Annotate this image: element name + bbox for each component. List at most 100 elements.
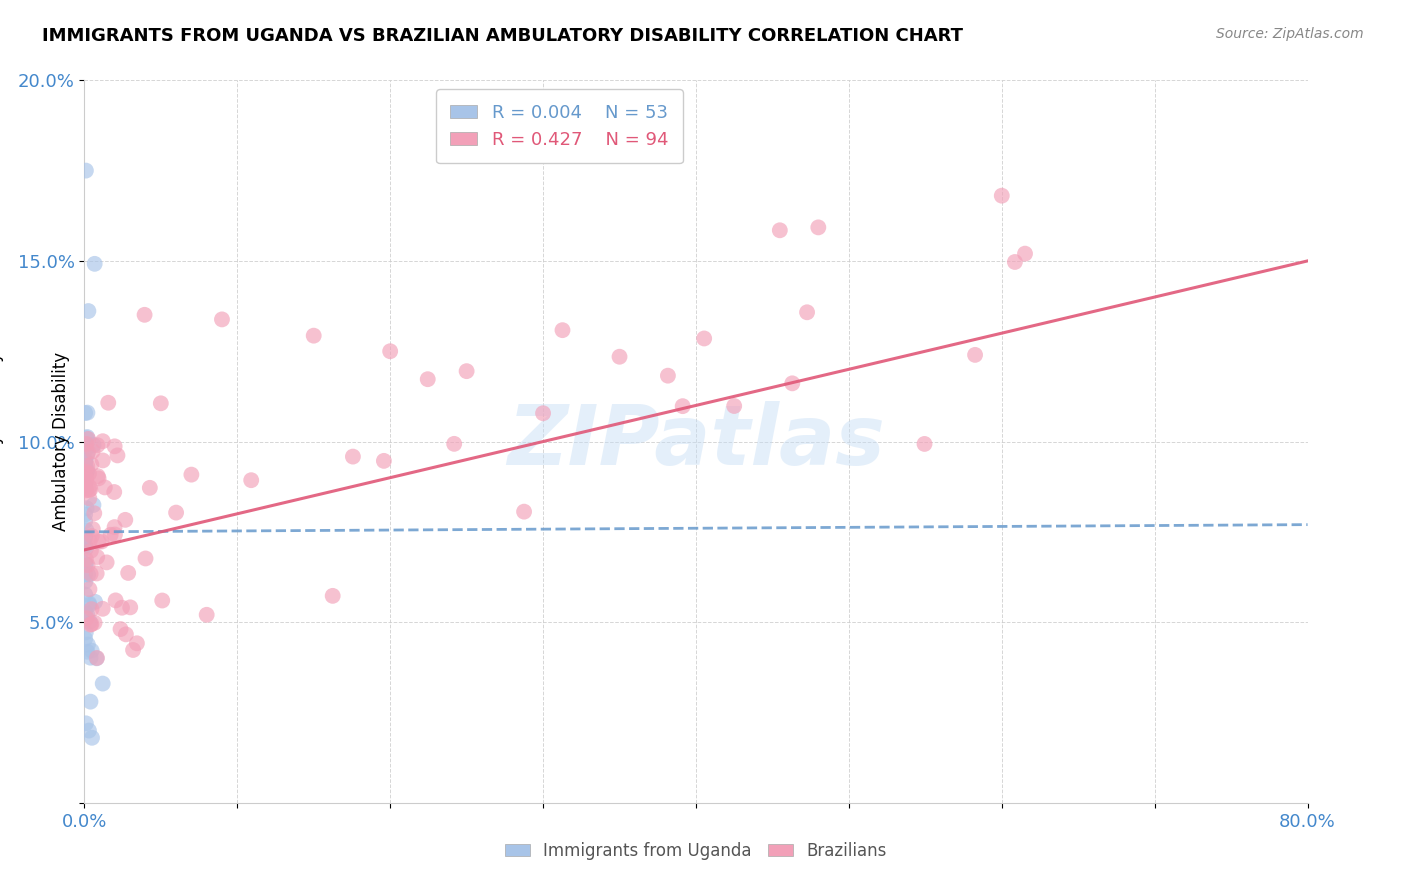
Y-axis label: Ambulatory Disability: Ambulatory Disability: [0, 352, 4, 531]
Point: [75, 483, 97, 498]
Point: [103, 485, 125, 500]
Point: [991, 188, 1014, 202]
Point: [134, 308, 156, 322]
Point: [79, 566, 101, 581]
Point: [75, 588, 97, 602]
Point: [75, 524, 97, 538]
Point: [75, 454, 97, 468]
Point: [96, 555, 118, 569]
Point: [87, 471, 110, 485]
Point: [693, 331, 716, 345]
Point: [79, 650, 101, 665]
Point: [77, 483, 100, 497]
Point: [80, 529, 103, 543]
Point: [91, 676, 114, 690]
Point: [75, 552, 97, 566]
Point: [125, 636, 148, 650]
Point: [86, 549, 108, 564]
Point: [149, 396, 172, 410]
Point: [75, 431, 97, 445]
Point: [76, 448, 98, 462]
Point: [79, 480, 101, 494]
Point: [531, 406, 554, 420]
Point: [94, 480, 117, 494]
Point: [77, 596, 100, 610]
Point: [115, 627, 138, 641]
Point: [75, 461, 97, 475]
Point: [75, 557, 97, 571]
Point: [195, 607, 218, 622]
Point: [76, 501, 98, 516]
Point: [76, 406, 98, 420]
Text: ZIPatlas: ZIPatlas: [508, 401, 884, 482]
Point: [75, 481, 97, 495]
Point: [75, 539, 97, 553]
Point: [83, 615, 105, 630]
Point: [75, 458, 97, 473]
Point: [76, 430, 98, 444]
Point: [672, 399, 695, 413]
Point: [91, 434, 114, 449]
Point: [240, 473, 263, 487]
Point: [211, 312, 233, 326]
Point: [76, 463, 98, 477]
Point: [79, 582, 101, 597]
Point: [75, 437, 97, 451]
Point: [91, 453, 114, 467]
Point: [75, 454, 97, 468]
Point: [77, 567, 100, 582]
Point: [86, 651, 108, 665]
Point: [416, 372, 439, 386]
Point: [76, 437, 98, 451]
Point: [76, 607, 98, 622]
Point: [165, 506, 187, 520]
Point: [373, 454, 395, 468]
Point: [180, 467, 202, 482]
Point: [75, 442, 97, 456]
Legend: Immigrants from Uganda, Brazilians: Immigrants from Uganda, Brazilians: [498, 836, 894, 867]
Text: Source: ZipAtlas.com: Source: ZipAtlas.com: [1216, 27, 1364, 41]
Point: [107, 449, 129, 463]
Point: [110, 622, 132, 636]
Point: [120, 600, 142, 615]
Point: [79, 483, 101, 497]
Point: [82, 498, 104, 512]
Point: [104, 593, 127, 607]
Point: [82, 444, 104, 458]
Point: [83, 438, 105, 452]
Point: [513, 505, 536, 519]
Point: [302, 328, 325, 343]
Point: [77, 432, 100, 446]
Point: [90, 534, 112, 549]
Point: [75, 716, 97, 731]
Point: [86, 438, 108, 452]
Point: [796, 305, 818, 319]
Point: [723, 399, 745, 413]
Point: [807, 220, 830, 235]
Point: [104, 527, 127, 541]
Point: [135, 551, 157, 566]
Point: [551, 323, 574, 337]
Point: [80, 731, 103, 745]
Point: [75, 508, 97, 522]
Point: [114, 513, 136, 527]
Point: [456, 364, 478, 378]
Point: [75, 605, 97, 619]
Point: [87, 534, 110, 549]
Point: [75, 465, 97, 479]
Point: [76, 611, 98, 625]
Point: [83, 257, 105, 271]
Point: [914, 437, 936, 451]
Point: [150, 593, 173, 607]
Point: [76, 645, 98, 659]
Point: [80, 617, 103, 632]
Point: [609, 350, 631, 364]
Point: [443, 437, 465, 451]
Point: [139, 481, 162, 495]
Point: [342, 450, 364, 464]
Point: [75, 574, 97, 589]
Point: [782, 376, 804, 391]
Point: [75, 514, 97, 528]
Point: [84, 595, 107, 609]
Point: [122, 643, 145, 657]
